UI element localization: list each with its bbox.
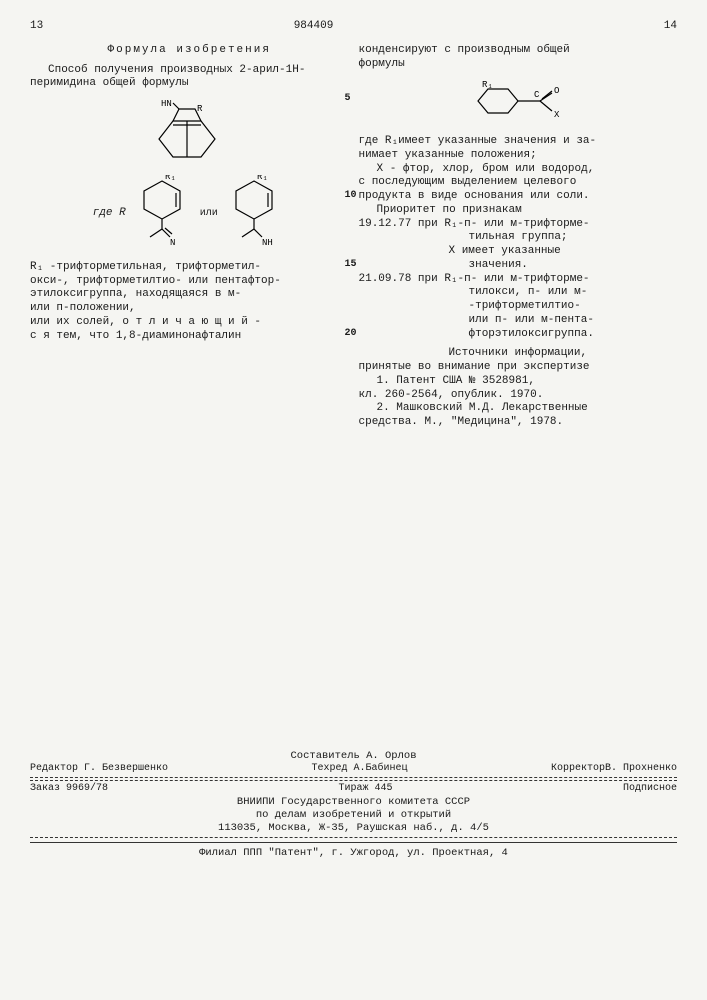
credits-row: Редактор Г. Безвершенко Техред А.Бабинец…	[30, 763, 677, 776]
ref1b: кл. 260-2564, опублик. 1970.	[359, 389, 678, 403]
d2c: -трифторметилтио-	[359, 300, 678, 314]
r1-def-line4: или п-положении,	[30, 302, 349, 316]
r1-def-line1: R₁ -трифторметильная, трифторметил-	[30, 261, 349, 275]
d2e: 20 фторэтилоксигруппа.	[359, 328, 678, 342]
structure-2: где R R₁ N или	[30, 175, 349, 253]
corrector: КорректорВ. Прохненко	[551, 763, 677, 776]
page-num-left: 13	[30, 20, 43, 34]
left-column: Формула изобретения Способ получения про…	[30, 44, 349, 430]
or-label: или	[200, 208, 218, 221]
right-p1b: формулы	[359, 58, 678, 72]
svg-text:R₁: R₁	[482, 80, 493, 90]
divider-3	[30, 837, 677, 838]
svg-text:NH: NH	[262, 238, 273, 248]
line-marker-10: 10	[345, 190, 357, 203]
r1-def-line2: окси-, трифторметилтио- или пентафтор-	[30, 275, 349, 289]
right-p2b: нимает указанные положения;	[359, 149, 678, 163]
svg-text:X: X	[554, 110, 560, 120]
page-num-right: 14	[664, 20, 677, 34]
compiler: Составитель А. Орлов	[30, 750, 677, 763]
line-marker-15: 15	[345, 259, 357, 272]
left-p4: с я тем, что 1,8-диаминонафталин	[30, 330, 349, 344]
ref2b: средства. М., "Медицина", 1978.	[359, 416, 678, 430]
structure-3: 5 R₁ C O X	[359, 79, 678, 127]
right-p4: Приоритет по признакам	[359, 204, 678, 218]
pub-row: Заказ 9969/78 Тираж 445 Подписное	[30, 783, 677, 796]
address: 113035, Москва, Ж-35, Раушская наб., д. …	[30, 822, 677, 835]
right-p3a: с последующим выделением целевого	[359, 176, 678, 190]
two-column-body: Формула изобретения Способ получения про…	[30, 44, 677, 430]
right-p2c: X - фтор, хлор, бром или водород,	[359, 163, 678, 177]
d1b: тильная группа;	[359, 231, 678, 245]
left-p1: Способ получения производных 2-арил-1Н-п…	[30, 64, 349, 92]
divider-4	[30, 842, 677, 843]
d2b: тилокси, п- или м-	[359, 286, 678, 300]
footer: Составитель А. Орлов Редактор Г. Безверш…	[30, 750, 677, 861]
page-header: 13 984409 14	[30, 20, 677, 34]
d1a: 19.12.77 при R₁-п- или м-трифторме-	[359, 218, 678, 232]
svg-text:C: C	[534, 90, 540, 100]
structure-1: HN R	[30, 99, 349, 167]
d1c: X имеет указанные	[359, 245, 678, 259]
ref2a: 2. Машковский М.Д. Лекарственные	[359, 402, 678, 416]
svg-text:N: N	[170, 238, 175, 248]
sources-heading: Источники информации,	[359, 347, 678, 361]
techred: Техред А.Бабинец	[311, 763, 407, 776]
d2d: или п- или м-пента-	[359, 314, 678, 328]
claims-title: Формула изобретения	[30, 44, 349, 58]
r1-def-line3: этилоксигруппа, находящаяся в м-	[30, 288, 349, 302]
svg-text:R: R	[197, 104, 203, 114]
right-p1a: конденсируют с производным общей	[359, 44, 678, 58]
left-p3: или их солей, о т л и ч а ю щ и й -	[30, 316, 349, 330]
d2a: 21.09.78 при R₁-п- или м-трифторме-	[359, 273, 678, 287]
ref1a: 1. Патент США № 3528981,	[359, 375, 678, 389]
d1d: 15 значения.	[359, 259, 678, 273]
line-marker-20: 20	[345, 328, 357, 341]
right-p2a: где R₁имеет указанные значения и за-	[359, 135, 678, 149]
divider-1	[30, 777, 677, 778]
subscription: Подписное	[623, 783, 677, 796]
tiraz: Тираж 445	[338, 783, 392, 796]
order-num: Заказ 9969/78	[30, 783, 108, 796]
where-r-label: где R	[93, 207, 126, 221]
patent-number: 984409	[294, 20, 334, 34]
org-line1: ВНИИПИ Государственного комитета СССР	[30, 796, 677, 809]
svg-text:HN: HN	[161, 99, 172, 109]
divider-2	[30, 780, 677, 781]
right-p3b: 10 продукта в виде основания или соли.	[359, 190, 678, 204]
sources-line: принятые во внимание при экспертизе	[359, 361, 678, 375]
line-marker-5: 5	[345, 93, 351, 106]
svg-text:R₁: R₁	[165, 175, 176, 182]
branch: Филиал ППП "Патент", г. Ужгород, ул. Про…	[30, 847, 677, 860]
org-line2: по делам изобретений и открытий	[30, 809, 677, 822]
right-column: конденсируют с производным общей формулы…	[359, 44, 678, 430]
svg-text:O: O	[554, 86, 559, 96]
editor: Редактор Г. Безвершенко	[30, 763, 168, 776]
svg-text:R₁: R₁	[257, 175, 268, 182]
